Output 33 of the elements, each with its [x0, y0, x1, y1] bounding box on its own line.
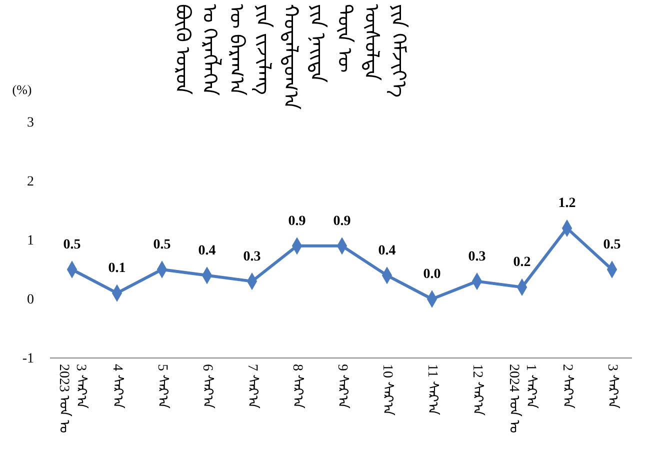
data-label: 0.1: [108, 261, 126, 276]
data-label: 0.5: [153, 238, 171, 252]
data-label: 0.4: [198, 243, 216, 258]
data-label: 0.2: [513, 255, 531, 270]
data-label: 0.3: [468, 249, 486, 264]
x-tick-label: 6 ᠰᠠᠷ᠎ᠠ: [198, 364, 216, 408]
y-axis-title: (%): [12, 82, 32, 97]
data-label: 0.4: [378, 243, 396, 258]
x-tick-label: 7 ᠰᠠᠷ᠎ᠠ: [244, 364, 260, 408]
x-tick-label: 9 ᠰᠠᠷ᠎ᠠ: [334, 364, 350, 408]
x-tick-label: 4 ᠰᠠᠷ᠎ᠠ: [108, 364, 126, 408]
y-tick-label: 2: [27, 174, 34, 190]
y-tick-label: 0: [27, 292, 34, 308]
data-label: 0.9: [333, 214, 351, 229]
x-tick-label: 11 ᠰᠠᠷ᠎ᠠ: [424, 364, 440, 415]
x-tick-label: 3 ᠰᠠᠷ᠎ᠠ: [604, 364, 620, 408]
y-tick-label: 1: [27, 233, 34, 248]
data-label: 1.2: [558, 196, 576, 212]
y-tick-label: -1: [22, 351, 34, 366]
data-label: 0.0: [423, 267, 441, 282]
x-tick-label: 2 ᠰᠠᠷ᠎ᠠ: [558, 364, 576, 408]
x-tick-label: 12 ᠰᠠᠷ᠎ᠠ: [468, 364, 486, 416]
data-label: 0.3: [243, 249, 261, 264]
x-tick-label: 5 ᠰᠠᠷ᠎ᠠ: [154, 364, 170, 408]
y-tick-label: 3: [27, 115, 34, 130]
data-label: 0.9: [288, 214, 306, 229]
data-label: 0.5: [63, 238, 81, 252]
x-tick-label: 10 ᠰᠠᠷ᠎ᠠ: [378, 364, 396, 416]
x-tick-label: 2023 ᠣᠨ ᠤ 3 ᠰᠠᠷ᠎ᠠ: [55, 364, 89, 433]
x-tick-label: 8 ᠰᠠᠷ᠎ᠠ: [288, 364, 306, 408]
chart-title: ᠪᠦᠬᠦ ᠣᠷᠣᠨ ᠤ ᠬᠡᠷᠡᠭᠯᠡᠭᠡᠨ ᠦ ᠪᠠᠷᠠᠭ᠎ᠠ ᠶᠢᠨ ᠵᠢᠵᠢᠯᠡᠩ ᠬᠤᠳᠠᠯᠳᠤᠭ᠎ᠠ ᠶᠢᠨ ᠨᠡᠢᠲᠡ ᠳᠦᠨ ᠦ ᠥᠰᠦᠯᠲᠡ ᠶᠢᠨ ᠬᠡᠮᠵᠢᠶ᠎ᠡ: [171, 4, 409, 110]
data-label: 0.5: [603, 238, 621, 252]
x-tick-label: 2024 ᠣᠨ ᠤ 1 ᠰᠠᠷ᠎ᠠ: [505, 364, 539, 433]
